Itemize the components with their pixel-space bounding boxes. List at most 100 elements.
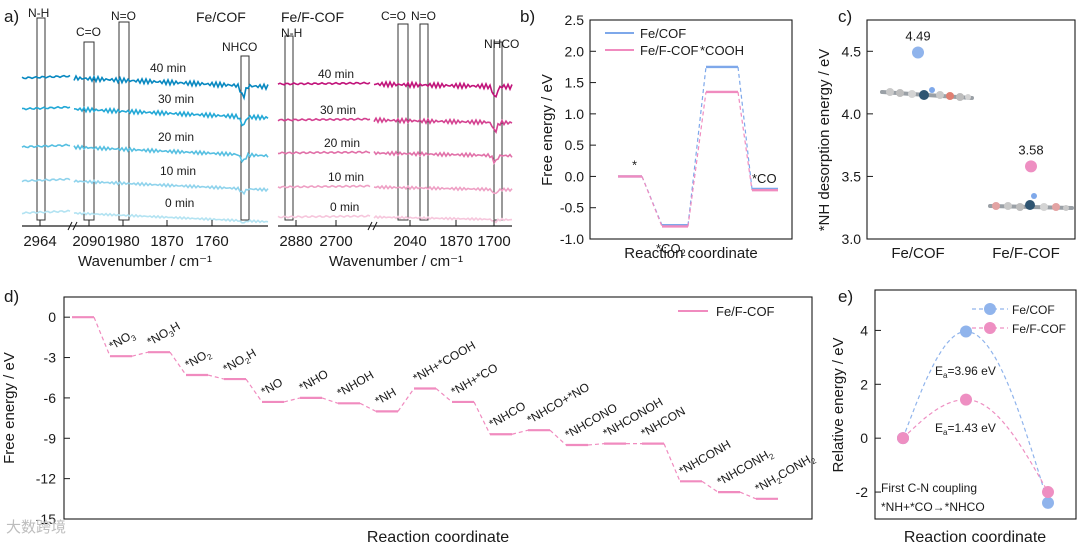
band-label: N-H [281, 26, 302, 40]
step-label: *NH+*CO [449, 361, 501, 399]
watermark: 大数跨境 [6, 518, 67, 536]
barrier-curve-Fe/F-COF [902, 399, 1049, 493]
energy-connector [397, 388, 415, 412]
state-label: *COOH [700, 43, 744, 58]
energy-connector [687, 91, 707, 227]
energy-connector [701, 480, 719, 493]
state-label: *CO2 [656, 241, 686, 258]
category-label: Fe/F-COF [992, 245, 1060, 262]
y-tick-label: -6 [44, 390, 57, 406]
band-box-3 [240, 55, 250, 221]
energy-connector [587, 443, 605, 446]
legend-label-fe-f-cof: Fe/F-COF [716, 304, 775, 319]
y-tick-label: 0 [860, 430, 868, 446]
state-label: * [632, 157, 637, 172]
panel-e-ylabel: Relative energy / eV [830, 337, 847, 472]
panel-a-fe-f-cof: Fe/F-COF N-H C=O N=O NHCO 0 min 10 min 20 min… [277, 9, 519, 270]
spectrum-time-label: 30 min [320, 103, 356, 117]
x-tick-label: 2090 [72, 233, 105, 250]
spectrum-line-30-min [277, 116, 513, 134]
panel-b-frame [589, 19, 793, 240]
x-tick-label: 1870 [150, 233, 183, 250]
energy-connector [359, 402, 377, 412]
y-tick-label: 4 [860, 322, 868, 338]
spectrum-line-40-min [277, 79, 513, 98]
legend-label: Fe/COF [1012, 303, 1055, 317]
legend-label: Fe/F-COF [640, 43, 699, 58]
panel-c-frame [866, 19, 1076, 240]
x-tick-label: 1760 [195, 233, 228, 250]
band-box-0 [36, 17, 46, 221]
spectrum-time-label: 40 min [150, 61, 186, 75]
band-label: N=O [111, 9, 136, 23]
panel-e-xlabel: Reaction coordinate [904, 529, 1046, 546]
panel-b-label: b) [520, 7, 535, 26]
y-tick-label: 2.0 [565, 43, 585, 59]
x-tick-label: 2880 [279, 233, 312, 250]
y-tick-label: -0.5 [560, 200, 584, 216]
y-tick-label: 0.0 [565, 168, 585, 184]
panel-a-title: Fe/COF [196, 9, 246, 25]
spectrum-time-label: 10 min [328, 170, 364, 184]
spectrum-line-0-min [21, 209, 269, 224]
y-tick-label: 1.5 [565, 75, 585, 91]
ea-fe-cof-label: Ea=3.96 eV [935, 364, 996, 380]
y-tick-label: 3.0 [842, 231, 862, 247]
band-label: N=O [411, 9, 436, 23]
x-tick-label: 1700 [477, 233, 510, 250]
band-label: N-H [28, 6, 49, 20]
spectrum-line-30-min [21, 105, 269, 127]
panel-d-legend: Fe/F-COF [678, 304, 775, 319]
y-tick-label: 4.0 [842, 106, 862, 122]
energy-connector [435, 388, 453, 403]
panel-c-label: c) [838, 7, 852, 26]
step-label: *NO [259, 375, 286, 398]
energy-connector [737, 91, 753, 191]
energy-connector [663, 443, 681, 482]
energy-connector [739, 491, 757, 500]
energy-connector [245, 378, 263, 403]
energy-connector [473, 401, 491, 435]
reaction-step-label: *NH+*CO→*NHCO [881, 500, 985, 514]
molecule-fe-cof-render [880, 87, 974, 101]
panel-a2-title: Fe/F-COF [281, 9, 344, 25]
panel-d-ylabel: Free energy / eV [1, 352, 18, 464]
panel-b: b) -1.0 -0.5 0.0 0.5 1.0 1.5 2.0 2.5 * *CO2 *COOH… [520, 7, 793, 262]
y-tick-label: 2 [860, 376, 868, 392]
spectrum-time-label: 30 min [158, 92, 194, 106]
y-tick-label: -1.0 [560, 231, 584, 247]
y-tick-label: -3 [44, 350, 57, 366]
y-tick-label: 3.5 [842, 168, 862, 184]
y-tick-label: 1.0 [565, 106, 585, 122]
data-point [1025, 160, 1037, 173]
spectrum-line-20-min [21, 143, 269, 164]
y-tick-label: 2.5 [565, 12, 585, 28]
energy-connector [641, 176, 663, 227]
first-cn-coupling-label: First C-N coupling [881, 481, 977, 495]
panel-d-label: d) [4, 287, 19, 306]
panel-a-label: a) [4, 7, 19, 26]
spectrum-time-label: 20 min [324, 136, 360, 150]
energy-connector [283, 397, 301, 403]
energy-connector [549, 429, 567, 446]
spectrum-line-0-min [277, 214, 513, 224]
energy-connector [169, 351, 187, 376]
panel-a-xlabel: Wavenumber / cm⁻¹ [78, 253, 212, 270]
panel-b-ylabel: Free energy / eV [539, 74, 556, 186]
data-point [897, 432, 909, 445]
spectrum-time-label: 0 min [330, 200, 359, 214]
step-label: *NH [373, 385, 399, 408]
step-label: *NHO [297, 367, 331, 395]
panel-d-xlabel: Reaction coordinate [367, 529, 509, 546]
data-point [1042, 486, 1054, 499]
step-label: *NO3 [107, 327, 139, 355]
x-tick-label: 2964 [23, 233, 56, 250]
band-label: NHCO [222, 40, 257, 54]
x-tick-label: 2700 [319, 233, 352, 250]
category-label: Fe/COF [891, 245, 944, 262]
band-label: C=O [381, 9, 406, 23]
energy-connector [737, 66, 753, 190]
panel-c: c) 3.0 3.5 4.0 4.5 4.49 Fe/COF 3.58 Fe/F-COF *… [816, 7, 1076, 262]
energy-connector [687, 66, 707, 226]
